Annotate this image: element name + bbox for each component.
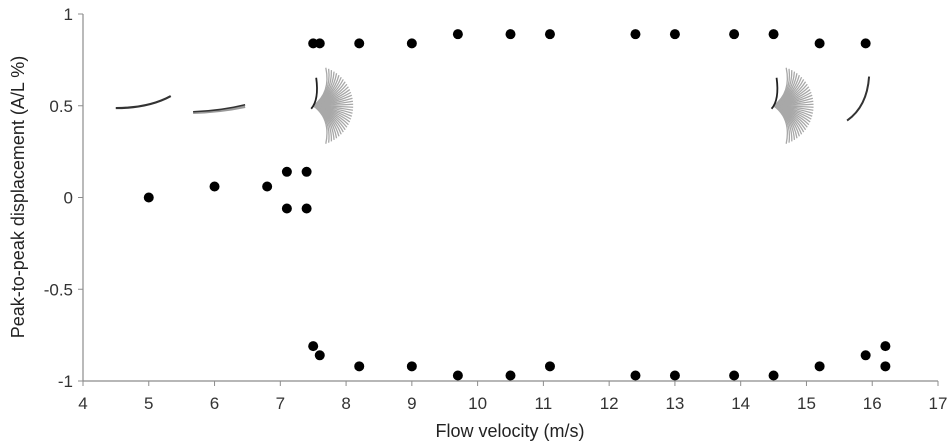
inset-flutter-fan-7-5	[310, 67, 354, 144]
data-point	[354, 38, 365, 49]
data-point	[143, 192, 154, 203]
x-tick-label: 9	[407, 394, 416, 413]
data-point	[452, 29, 463, 40]
data-point	[308, 341, 319, 352]
x-tick-label: 7	[276, 394, 285, 413]
data-point	[669, 370, 680, 381]
x-tick-labels: 4 5 6 7 8 9 10 11 12 13 14 15 16 17	[78, 381, 947, 413]
y-tick-label: -1	[58, 372, 73, 391]
data-point	[729, 29, 740, 40]
data-point	[860, 350, 871, 361]
data-point	[281, 203, 292, 214]
data-point	[880, 361, 891, 372]
axes	[82, 14, 938, 382]
x-tick-label: 6	[210, 394, 219, 413]
x-tick-label: 5	[144, 394, 153, 413]
inset-deformation-low-velocity	[115, 95, 172, 110]
data-point	[814, 361, 825, 372]
data-point	[209, 181, 220, 192]
data-point	[768, 370, 779, 381]
data-point	[880, 341, 891, 352]
data-point	[729, 370, 740, 381]
data-point	[281, 166, 292, 177]
data-point	[406, 38, 417, 49]
data-point	[354, 361, 365, 372]
x-tick-label: 17	[929, 394, 948, 413]
data-point	[314, 350, 325, 361]
x-tick-label: 10	[468, 394, 487, 413]
data-point	[406, 361, 417, 372]
x-tick-label: 14	[731, 394, 750, 413]
data-point	[505, 29, 516, 40]
x-tick-label: 8	[341, 394, 350, 413]
data-point	[505, 370, 516, 381]
data-point	[301, 166, 312, 177]
x-tick-label: 16	[863, 394, 882, 413]
inset-deformation-6	[193, 103, 246, 114]
data-point	[814, 38, 825, 49]
data-point	[544, 361, 555, 372]
x-tick-label: 13	[665, 394, 684, 413]
deformation-insets	[115, 67, 871, 144]
x-tick-label: 11	[535, 394, 553, 413]
data-point	[630, 29, 641, 40]
inset-flutter-fan-14-5	[770, 67, 814, 144]
y-tick-label: 0.5	[49, 97, 73, 116]
data-point	[630, 370, 641, 381]
inset-deformation-high-velocity	[846, 76, 871, 122]
y-tick-labels: -1 -0.5 0 0.5 1	[44, 5, 83, 391]
y-tick-label: 0	[64, 189, 73, 208]
data-point	[669, 29, 680, 40]
data-point	[301, 203, 312, 214]
x-tick-label: 12	[600, 394, 619, 413]
y-axis-title: Peak-to-peak displacement (A/L %)	[8, 56, 28, 338]
data-point	[452, 370, 463, 381]
data-point	[860, 38, 871, 49]
x-tick-label: 4	[78, 394, 87, 413]
y-tick-label: 1	[64, 5, 73, 24]
data-point	[262, 181, 273, 192]
data-points	[143, 29, 891, 381]
x-axis-title: Flow velocity (m/s)	[435, 421, 584, 441]
data-point	[314, 38, 325, 49]
x-tick-label: 15	[797, 394, 816, 413]
y-tick-label: -0.5	[44, 280, 73, 299]
data-point	[768, 29, 779, 40]
data-point	[544, 29, 555, 40]
